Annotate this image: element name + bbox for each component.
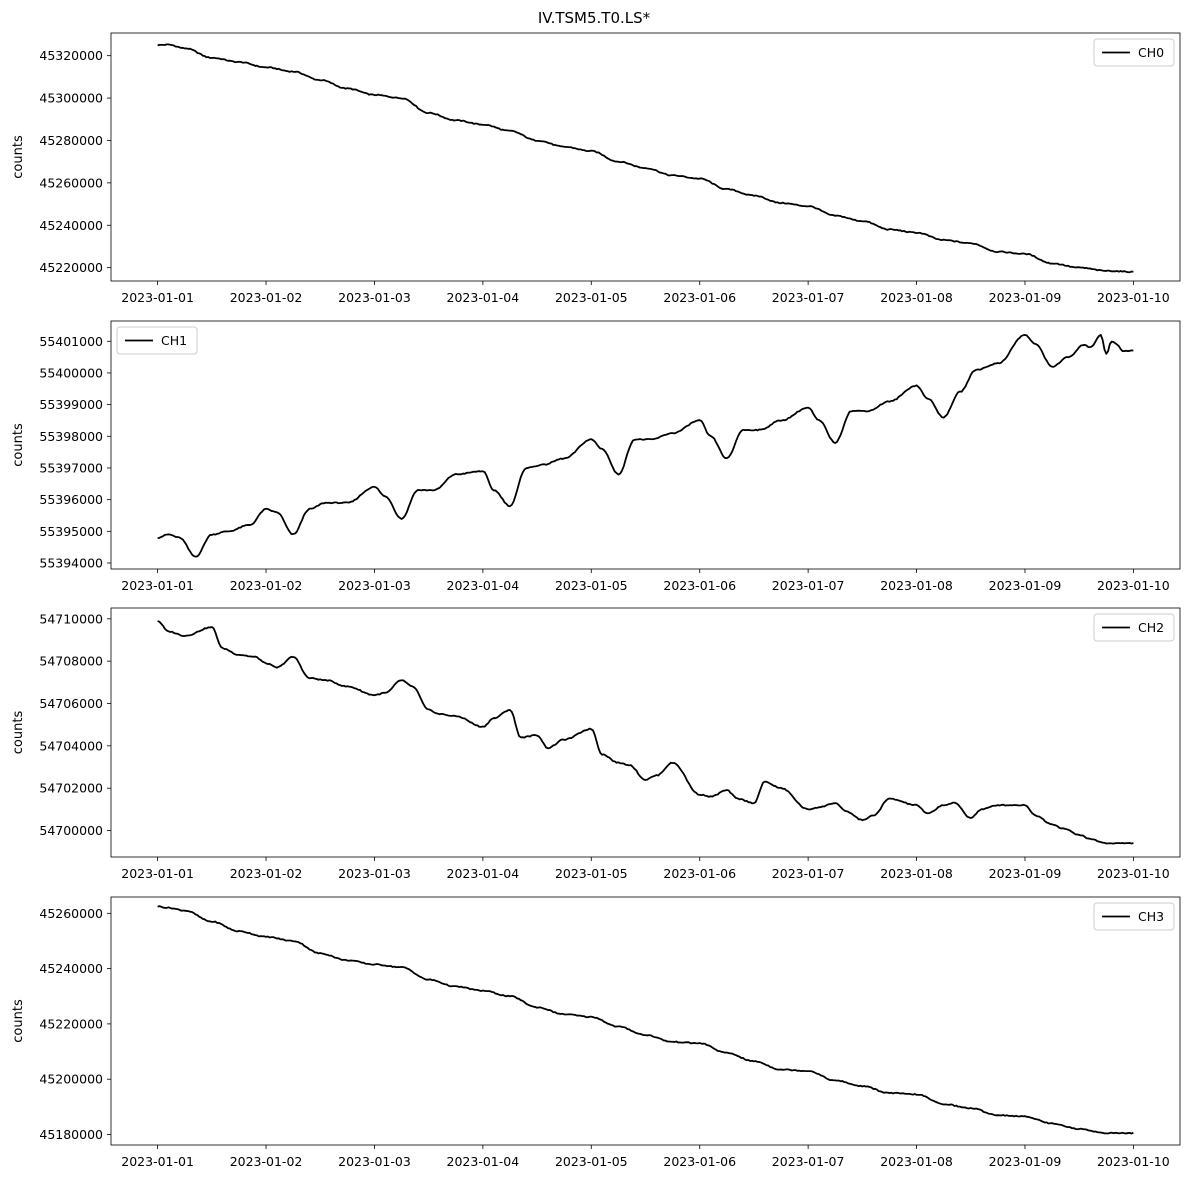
series-line-ch2 xyxy=(157,620,1134,845)
y-tick-label: 45300000 xyxy=(39,91,103,106)
y-tick-label: 45260000 xyxy=(39,175,103,190)
y-axis-label: counts xyxy=(11,711,26,755)
x-tick-label: 2023-01-04 xyxy=(447,578,520,593)
y-tick-label: 55394000 xyxy=(39,555,103,570)
plot-frame xyxy=(110,320,1181,570)
x-tick-label: 2023-01-04 xyxy=(447,866,520,881)
series-line-ch1 xyxy=(157,333,1134,558)
y-tick-label: 45180000 xyxy=(39,1127,103,1142)
y-tick-label: 54708000 xyxy=(39,654,103,669)
chart-panel-ch3: 2023-01-01 2023-01-02 2023-01-03 2023-01-04… xyxy=(11,896,1181,1169)
x-tick-label: 2023-01-10 xyxy=(1097,290,1170,305)
y-tick-label: 55397000 xyxy=(39,460,103,475)
x-tick-label: 2023-01-09 xyxy=(989,290,1062,305)
x-tick-label: 2023-01-03 xyxy=(338,290,411,305)
y-tick-label: 54710000 xyxy=(39,611,103,626)
y-tick-label: 45220000 xyxy=(39,260,103,275)
legend: CH2 xyxy=(1093,613,1175,642)
y-tick-label: 54704000 xyxy=(39,738,103,753)
x-tick-label: 2023-01-04 xyxy=(447,290,520,305)
x-tick-label: 2023-01-06 xyxy=(663,290,736,305)
series-line-ch3 xyxy=(157,905,1134,1135)
x-tick-label: 2023-01-08 xyxy=(880,1154,953,1169)
x-tick-label: 2023-01-05 xyxy=(555,866,628,881)
legend-label: CH1 xyxy=(161,333,187,348)
legend-label: CH3 xyxy=(1138,909,1164,924)
x-tick-label: 2023-01-01 xyxy=(121,578,194,593)
x-tick-label: 2023-01-05 xyxy=(555,290,628,305)
x-tick-label: 2023-01-07 xyxy=(772,1154,845,1169)
x-tick-label: 2023-01-02 xyxy=(230,290,303,305)
x-tick-label: 2023-01-02 xyxy=(230,1154,303,1169)
chart-panel-ch0: 2023-01-01 2023-01-02 2023-01-03 2023-01-04… xyxy=(11,32,1181,305)
legend-box xyxy=(1093,38,1175,67)
y-tick-label: 45240000 xyxy=(39,961,103,976)
x-tick-label: 2023-01-10 xyxy=(1097,578,1170,593)
y-axis-label: counts xyxy=(11,423,26,467)
x-tick-label: 2023-01-07 xyxy=(772,290,845,305)
x-tick-label: 2023-01-03 xyxy=(338,1154,411,1169)
legend-box xyxy=(1093,902,1175,931)
x-tick-label: 2023-01-05 xyxy=(555,1154,628,1169)
y-tick-label: 54700000 xyxy=(39,823,103,838)
x-tick-label: 2023-01-07 xyxy=(772,578,845,593)
x-tick-label: 2023-01-07 xyxy=(772,866,845,881)
y-tick-label: 55395000 xyxy=(39,524,103,539)
panels: 2023-01-01 2023-01-02 2023-01-03 2023-01-04… xyxy=(11,32,1181,1169)
y-tick-label: 54702000 xyxy=(39,781,103,796)
y-tick-label: 45240000 xyxy=(39,218,103,233)
y-tick-label: 55396000 xyxy=(39,492,103,507)
x-tick-label: 2023-01-09 xyxy=(989,1154,1062,1169)
x-tick-label: 2023-01-02 xyxy=(230,866,303,881)
y-tick-label: 45280000 xyxy=(39,133,103,148)
x-tick-label: 2023-01-02 xyxy=(230,578,303,593)
x-tick-label: 2023-01-04 xyxy=(447,1154,520,1169)
x-tick-label: 2023-01-03 xyxy=(338,578,411,593)
legend: CH3 xyxy=(1093,902,1175,931)
legend-label: CH0 xyxy=(1138,45,1164,60)
series-line-ch0 xyxy=(157,43,1134,274)
x-tick-label: 2023-01-09 xyxy=(989,866,1062,881)
y-tick-label: 55401000 xyxy=(39,334,103,349)
y-tick-label: 55398000 xyxy=(39,429,103,444)
legend-label: CH2 xyxy=(1138,620,1164,635)
x-tick-label: 2023-01-06 xyxy=(663,1154,736,1169)
x-tick-label: 2023-01-10 xyxy=(1097,1154,1170,1169)
x-tick-label: 2023-01-01 xyxy=(121,1154,194,1169)
x-tick-label: 2023-01-09 xyxy=(989,578,1062,593)
legend-box xyxy=(116,326,198,355)
x-tick-label: 2023-01-03 xyxy=(338,866,411,881)
x-tick-label: 2023-01-08 xyxy=(880,290,953,305)
y-tick-label: 45220000 xyxy=(39,1016,103,1031)
x-tick-label: 2023-01-10 xyxy=(1097,866,1170,881)
y-tick-label: 45200000 xyxy=(39,1072,103,1087)
x-tick-label: 2023-01-05 xyxy=(555,578,628,593)
y-tick-label: 45260000 xyxy=(39,906,103,921)
x-tick-label: 2023-01-08 xyxy=(880,578,953,593)
legend: CH0 xyxy=(1093,38,1175,67)
plot-frame xyxy=(110,896,1181,1146)
chart-panel-ch1: 2023-01-01 2023-01-02 2023-01-03 2023-01-04… xyxy=(11,320,1181,593)
x-tick-label: 2023-01-01 xyxy=(121,290,194,305)
y-tick-label: 55400000 xyxy=(39,365,103,380)
y-axis-label: counts xyxy=(11,135,26,179)
x-tick-label: 2023-01-06 xyxy=(663,578,736,593)
chart-panel-ch2: 2023-01-01 2023-01-02 2023-01-03 2023-01-04… xyxy=(11,607,1181,881)
legend: CH1 xyxy=(116,326,198,355)
x-tick-label: 2023-01-01 xyxy=(121,866,194,881)
legend-box xyxy=(1093,613,1175,642)
y-axis-label: counts xyxy=(11,999,26,1043)
plot-frame xyxy=(110,607,1181,858)
figure-title: IV.TSM5.T0.LS* xyxy=(538,9,651,27)
x-tick-label: 2023-01-06 xyxy=(663,866,736,881)
y-tick-label: 55399000 xyxy=(39,397,103,412)
y-tick-label: 45320000 xyxy=(39,48,103,63)
plot-frame xyxy=(110,32,1181,282)
y-tick-label: 54706000 xyxy=(39,696,103,711)
x-tick-label: 2023-01-08 xyxy=(880,866,953,881)
